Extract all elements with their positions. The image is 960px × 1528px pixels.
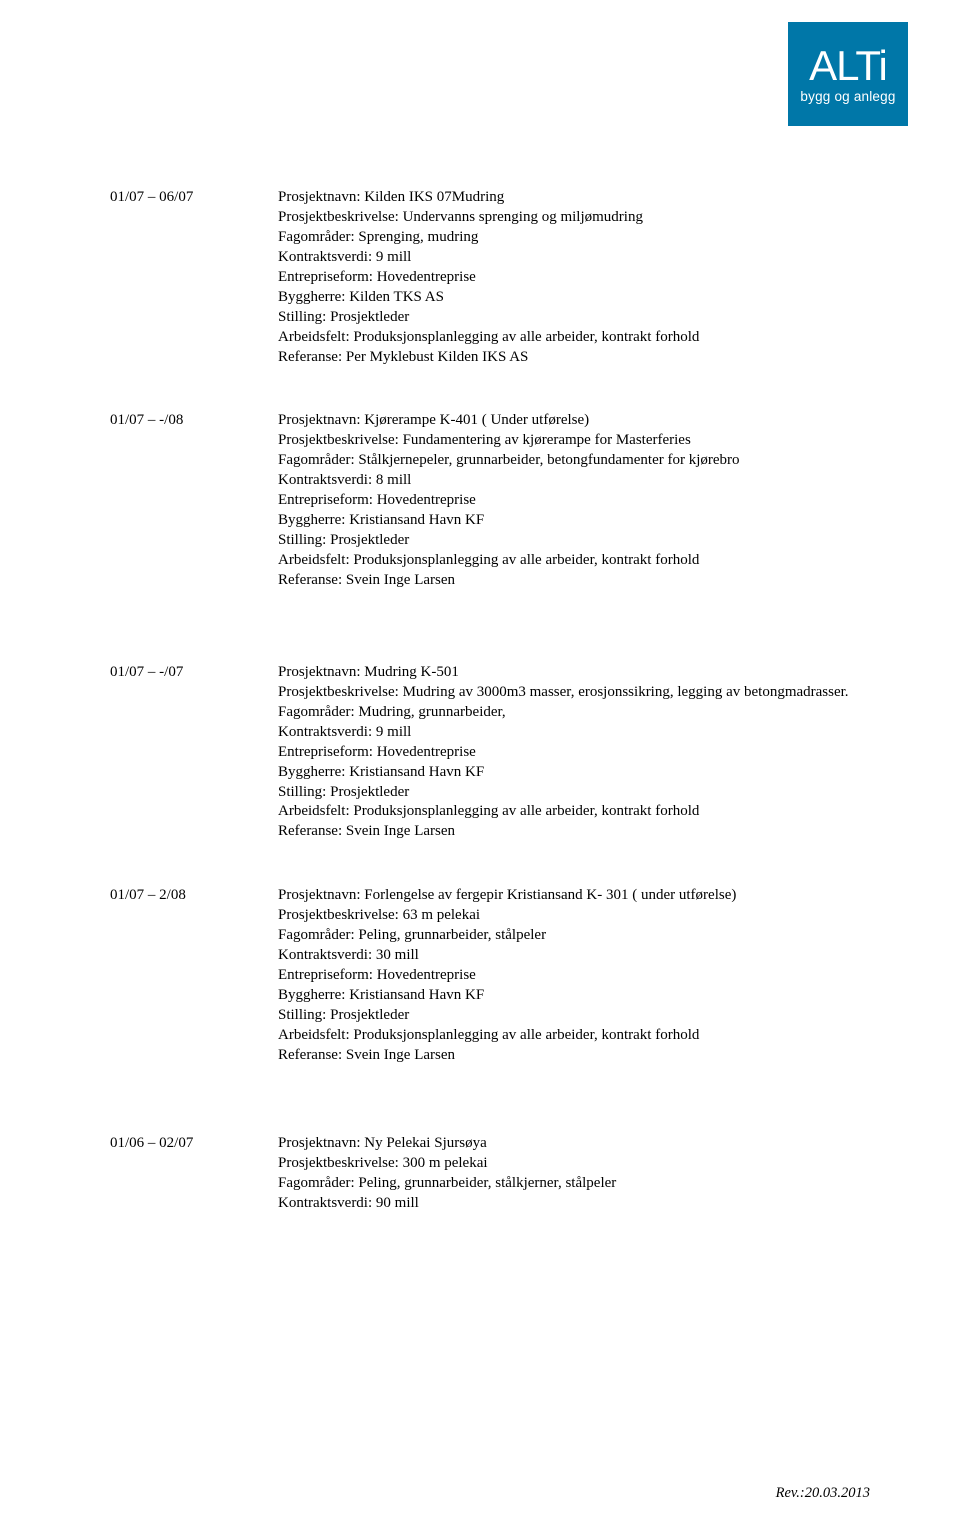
project-row: 01/06 – 02/07Prosjektnavn: Ny Pelekai Sj… — [110, 1134, 870, 1214]
project-line: Byggherre: Kristiansand Havn KF — [278, 511, 870, 531]
project-line: Prosjektnavn: Mudring K-501 — [278, 663, 870, 683]
project-line: Kontraktsverdi: 30 mill — [278, 946, 870, 966]
project-details: Prosjektnavn: Forlengelse av fergepir Kr… — [278, 886, 870, 1065]
project-line: Byggherre: Kristiansand Havn KF — [278, 986, 870, 1006]
project-line: Referanse: Svein Inge Larsen — [278, 822, 870, 842]
project-details: Prosjektnavn: Ny Pelekai SjursøyaProsjek… — [278, 1134, 870, 1214]
project-date: 01/07 – -/08 — [110, 411, 278, 431]
project-line: Prosjektnavn: Kilden IKS 07Mudring — [278, 188, 870, 208]
project-details: Prosjektnavn: Mudring K-501Prosjektbeskr… — [278, 663, 870, 842]
project-line: Kontraktsverdi: 9 mill — [278, 248, 870, 268]
project-line: Referanse: Per Myklebust Kilden IKS AS — [278, 348, 870, 368]
project-block: 01/07 – -/08Prosjektnavn: Kjørerampe K-4… — [110, 411, 870, 590]
project-line: Arbeidsfelt: Produksjonsplanlegging av a… — [278, 328, 870, 348]
project-line: Arbeidsfelt: Produksjonsplanlegging av a… — [278, 551, 870, 571]
project-line: Stilling: Prosjektleder — [278, 308, 870, 328]
project-line: Fagområder: Stålkjernepeler, grunnarbeid… — [278, 451, 870, 471]
project-line: Prosjektnavn: Ny Pelekai Sjursøya — [278, 1134, 870, 1154]
project-block: 01/07 – 2/08Prosjektnavn: Forlengelse av… — [110, 886, 870, 1065]
project-line: Prosjektbeskrivelse: 300 m pelekai — [278, 1154, 870, 1174]
project-block: 01/07 – 06/07Prosjektnavn: Kilden IKS 07… — [110, 188, 870, 367]
project-line: Fagområder: Peling, grunnarbeider, stålp… — [278, 926, 870, 946]
project-line: Entrepriseform: Hovedentreprise — [278, 491, 870, 511]
project-line: Prosjektnavn: Kjørerampe K-401 ( Under u… — [278, 411, 870, 431]
project-block: 01/06 – 02/07Prosjektnavn: Ny Pelekai Sj… — [110, 1134, 870, 1214]
project-line: Entrepriseform: Hovedentreprise — [278, 743, 870, 763]
project-date: 01/06 – 02/07 — [110, 1134, 278, 1154]
project-line: Arbeidsfelt: Produksjonsplanlegging av a… — [278, 1026, 870, 1046]
project-line: Entrepriseform: Hovedentreprise — [278, 268, 870, 288]
logo: ALTi bygg og anlegg — [788, 22, 908, 126]
project-line: Prosjektbeskrivelse: 63 m pelekai — [278, 906, 870, 926]
project-line: Kontraktsverdi: 9 mill — [278, 723, 870, 743]
project-line: Stilling: Prosjektleder — [278, 783, 870, 803]
project-line: Stilling: Prosjektleder — [278, 531, 870, 551]
logo-sub-text: bygg og anlegg — [800, 89, 895, 104]
project-row: 01/07 – 2/08Prosjektnavn: Forlengelse av… — [110, 886, 870, 1065]
project-line: Fagområder: Peling, grunnarbeider, stålk… — [278, 1174, 870, 1194]
project-details: Prosjektnavn: Kjørerampe K-401 ( Under u… — [278, 411, 870, 590]
logo-main-text: ALTi — [809, 45, 887, 87]
project-line: Referanse: Svein Inge Larsen — [278, 1046, 870, 1066]
project-line: Kontraktsverdi: 90 mill — [278, 1194, 870, 1214]
project-line: Prosjektbeskrivelse: Fundamentering av k… — [278, 431, 870, 451]
project-date: 01/07 – -/07 — [110, 663, 278, 683]
project-line: Entrepriseform: Hovedentreprise — [278, 966, 870, 986]
projects-container: 01/07 – 06/07Prosjektnavn: Kilden IKS 07… — [110, 38, 870, 1214]
project-line: Fagområder: Sprenging, mudring — [278, 228, 870, 248]
project-line: Byggherre: Kristiansand Havn KF — [278, 763, 870, 783]
project-row: 01/07 – 06/07Prosjektnavn: Kilden IKS 07… — [110, 188, 870, 367]
project-line: Prosjektbeskrivelse: Undervanns sprengin… — [278, 208, 870, 228]
project-line: Kontraktsverdi: 8 mill — [278, 471, 870, 491]
project-details: Prosjektnavn: Kilden IKS 07MudringProsje… — [278, 188, 870, 367]
project-line: Arbeidsfelt: Produksjonsplanlegging av a… — [278, 802, 870, 822]
project-row: 01/07 – -/08Prosjektnavn: Kjørerampe K-4… — [110, 411, 870, 590]
footer-revision: Rev.:20.03.2013 — [776, 1485, 870, 1502]
project-date: 01/07 – 06/07 — [110, 188, 278, 208]
project-line: Prosjektbeskrivelse: Mudring av 3000m3 m… — [278, 683, 870, 703]
project-line: Fagområder: Mudring, grunnarbeider, — [278, 703, 870, 723]
project-line: Referanse: Svein Inge Larsen — [278, 571, 870, 591]
project-line: Stilling: Prosjektleder — [278, 1006, 870, 1026]
project-block: 01/07 – -/07Prosjektnavn: Mudring K-501P… — [110, 663, 870, 842]
project-line: Prosjektnavn: Forlengelse av fergepir Kr… — [278, 886, 870, 906]
project-line: Byggherre: Kilden TKS AS — [278, 288, 870, 308]
project-date: 01/07 – 2/08 — [110, 886, 278, 906]
project-row: 01/07 – -/07Prosjektnavn: Mudring K-501P… — [110, 663, 870, 842]
